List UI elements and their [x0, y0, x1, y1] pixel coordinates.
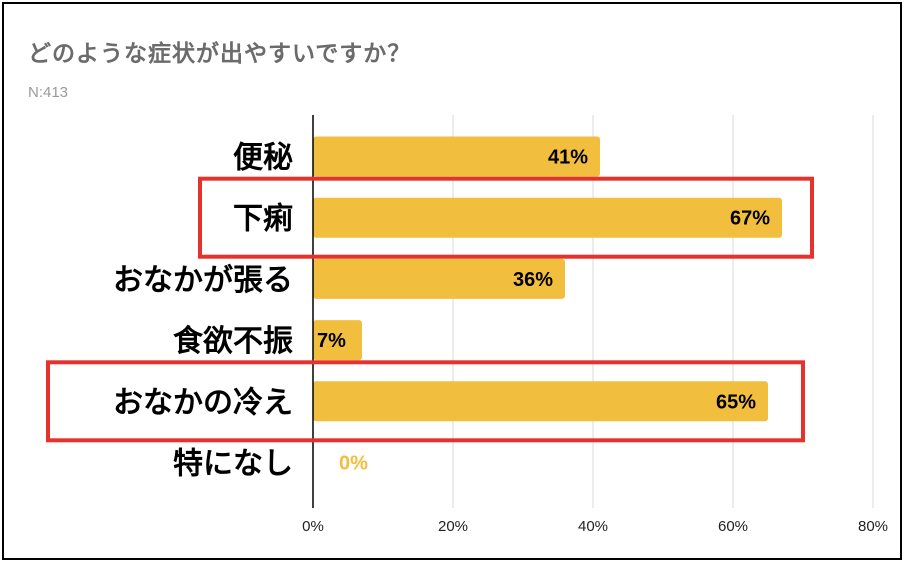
chart-subtitle: N:413: [28, 84, 69, 101]
data-label: 65%: [716, 391, 756, 413]
highlights: [46, 176, 814, 443]
chart-title: どのような症状が出やすいですか？: [28, 41, 412, 67]
x-tick-label: 80%: [858, 518, 888, 535]
data-label: 36%: [513, 269, 553, 291]
bar: [313, 258, 565, 299]
x-tick-label: 40%: [578, 518, 608, 535]
labels: 0% 20% 40% 60% 80% 41% 便秘 67% 下痢 36% おなかが張る 7% 食欲不振 6…: [113, 141, 888, 536]
x-tick-label: 0%: [302, 518, 324, 535]
category-label: おなかの冷え: [113, 385, 293, 420]
highlight-box: [46, 360, 805, 443]
data-label: 7%: [317, 330, 346, 352]
category-label: 下痢: [233, 202, 293, 237]
bar: [313, 197, 782, 238]
data-label: 41%: [548, 147, 588, 169]
category-label: 特になし: [173, 447, 293, 482]
category-label: 便秘: [233, 141, 293, 176]
bars: [313, 136, 782, 422]
data-label: 67%: [730, 208, 770, 230]
bar: [313, 320, 362, 361]
x-tick-label: 20%: [438, 518, 468, 535]
bar: [313, 136, 600, 177]
x-tick-label: 60%: [718, 518, 748, 535]
category-label: 食欲不振: [173, 324, 293, 359]
category-label: おなかが張る: [113, 263, 293, 298]
highlight-box: [198, 176, 814, 259]
bar: [313, 381, 768, 422]
data-label: 0%: [339, 453, 368, 475]
